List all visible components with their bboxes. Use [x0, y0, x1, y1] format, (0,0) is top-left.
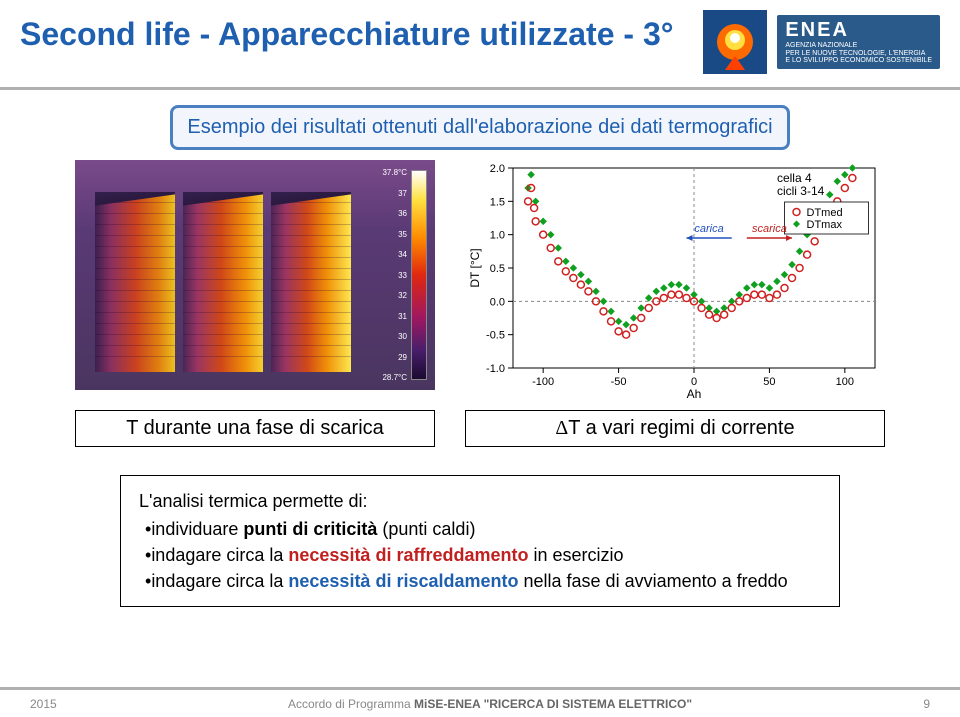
analysis-bullet-3: •indagare circa la necessità di riscalda… — [139, 568, 821, 594]
scatter-label: ΔT a vari regimi di corrente — [465, 410, 885, 447]
thermal-image-wrap: 37.8°C 37 36 35 34 33 32 31 30 29 28.7°C — [75, 160, 435, 400]
cb-tick: 30 — [382, 332, 407, 341]
cb-tick: 34 — [382, 250, 407, 259]
thermal-cell-1 — [95, 192, 175, 372]
cb-tick: 31 — [382, 312, 407, 321]
b2b: necessità di raffreddamento — [288, 545, 528, 565]
svg-text:cella 4: cella 4 — [777, 171, 812, 185]
enea-tagline-2: PER LE NUOVE TECNOLOGIE, L'ENERGIA — [785, 50, 932, 58]
enea-logo-icon — [703, 10, 767, 74]
slide-footer: 2015 Accordo di Programma MiSE-ENEA "RIC… — [0, 687, 960, 717]
scatter-chart-wrap: -100-50050100-1.0-0.50.00.51.01.52.0AhDT… — [465, 160, 885, 400]
svg-text:0.5: 0.5 — [490, 263, 505, 275]
thermal-cell-2 — [183, 192, 263, 372]
analysis-lead: L'analisi termica permette di: — [139, 488, 821, 514]
svg-text:DTmed: DTmed — [807, 207, 843, 219]
enea-text-block: ENEA AGENZIA NAZIONALE PER LE NUOVE TECN… — [777, 15, 940, 69]
enea-logo-block: ENEA AGENZIA NAZIONALE PER LE NUOVE TECN… — [703, 10, 940, 74]
cb-top: 37.8°C — [382, 168, 407, 177]
charts-row: 37.8°C 37 36 35 34 33 32 31 30 29 28.7°C… — [40, 160, 920, 400]
svg-text:cicli 3-14: cicli 3-14 — [777, 184, 825, 198]
delta-symbol: Δ — [555, 417, 568, 439]
analysis-bullet-2: •indagare circa la necessità di raffredd… — [139, 542, 821, 568]
b3a: indagare circa la — [151, 571, 288, 591]
analysis-bullet-1: •individuare punti di criticità (punti c… — [139, 516, 821, 542]
scatter-chart: -100-50050100-1.0-0.50.00.51.01.52.0AhDT… — [465, 160, 885, 400]
chart-labels-row: T durante una fase di scarica ΔT a vari … — [40, 410, 920, 447]
thermal-label: T durante una fase di scarica — [75, 410, 435, 447]
cb-tick: 36 — [382, 209, 407, 218]
cb-tick: 33 — [382, 271, 407, 280]
footer-year: 2015 — [30, 697, 57, 711]
svg-text:-0.5: -0.5 — [486, 330, 505, 342]
slide-content: Esempio dei risultati ottenuti dall'elab… — [0, 90, 960, 607]
svg-text:100: 100 — [836, 376, 854, 388]
cb-tick: 37 — [382, 189, 407, 198]
slide-header: Second life - Apparecchiature utilizzate… — [0, 0, 960, 90]
svg-text:-50: -50 — [611, 376, 627, 388]
b3c: nella fase di avviamento a freddo — [519, 571, 788, 591]
scatter-label-text: T a vari regimi di corrente — [568, 417, 794, 439]
cb-tick: 29 — [382, 353, 407, 362]
svg-text:1.5: 1.5 — [490, 196, 505, 208]
svg-text:1.0: 1.0 — [490, 230, 505, 242]
slide-title: Second life - Apparecchiature utilizzate… — [20, 10, 703, 53]
svg-text:-1.0: -1.0 — [486, 363, 505, 375]
b1b: punti di criticità — [243, 519, 377, 539]
enea-tagline-1: AGENZIA NAZIONALE — [785, 42, 932, 50]
footer-center: Accordo di Programma MiSE-ENEA "RICERCA … — [57, 697, 924, 711]
thermal-colorbar-labels: 37.8°C 37 36 35 34 33 32 31 30 29 28.7°C — [382, 168, 407, 382]
example-caption: Esempio dei risultati ottenuti dall'elab… — [170, 105, 790, 150]
svg-text:DT [°C]: DT [°C] — [468, 248, 482, 287]
thermal-colorbar — [411, 170, 427, 380]
svg-text:50: 50 — [763, 376, 775, 388]
footer-text-1: Accordo di Programma — [288, 697, 414, 711]
b1a: individuare — [151, 519, 243, 539]
b2a: indagare circa la — [151, 545, 288, 565]
thermal-image: 37.8°C 37 36 35 34 33 32 31 30 29 28.7°C — [75, 160, 435, 390]
enea-name: ENEA — [785, 19, 932, 42]
enea-tagline-3: E LO SVILUPPO ECONOMICO SOSTENIBILE — [785, 57, 932, 65]
cb-tick: 32 — [382, 291, 407, 300]
footer-page: 9 — [923, 697, 930, 711]
svg-text:-100: -100 — [532, 376, 554, 388]
svg-text:2.0: 2.0 — [490, 163, 505, 175]
b1c: (punti caldi) — [377, 519, 475, 539]
svg-text:carica: carica — [694, 223, 723, 235]
footer-text-2: MiSE-ENEA "RICERCA DI SISTEMA ELETTRICO" — [414, 697, 692, 711]
svg-text:scarica: scarica — [752, 223, 787, 235]
cb-bottom: 28.7°C — [382, 373, 407, 382]
svg-text:DTmax: DTmax — [807, 219, 843, 231]
thermal-cell-3 — [271, 192, 351, 372]
svg-text:0.0: 0.0 — [490, 296, 505, 308]
b3b: necessità di riscaldamento — [288, 571, 518, 591]
b2c: in esercizio — [528, 545, 623, 565]
cb-tick: 35 — [382, 230, 407, 239]
analysis-box: L'analisi termica permette di: •individu… — [120, 475, 840, 607]
svg-text:Ah: Ah — [687, 387, 702, 400]
